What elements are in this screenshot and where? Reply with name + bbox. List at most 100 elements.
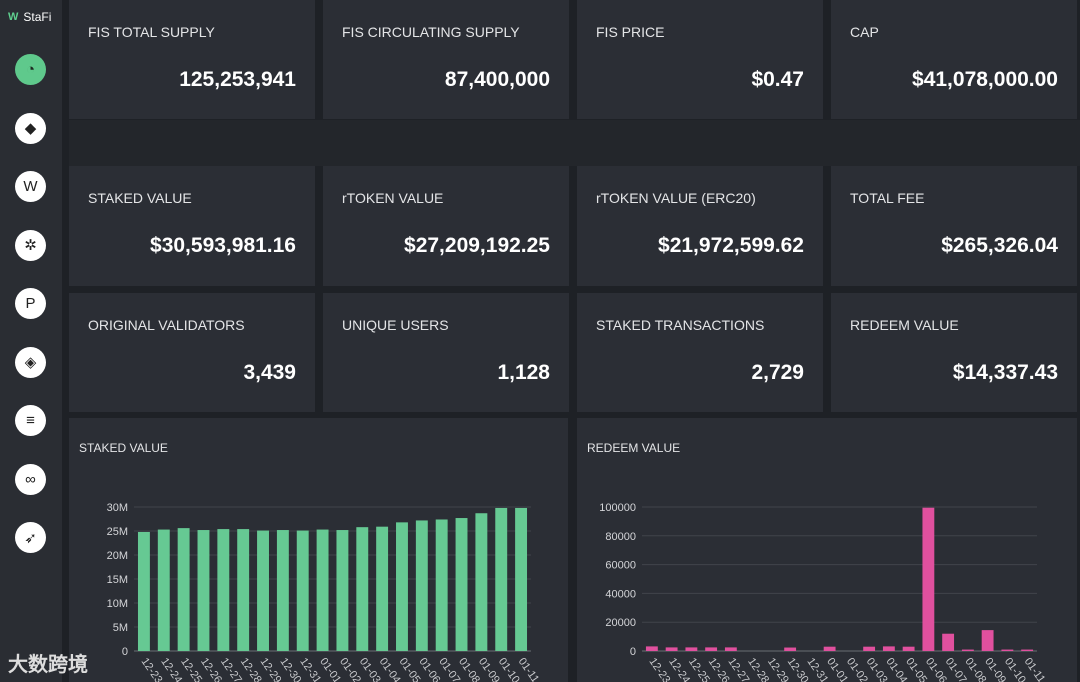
y-tick-label: 25M [107,526,128,538]
stat-card: TOTAL FEE $265,326.04 [831,166,1077,286]
kusama-icon: ➶ [24,529,37,547]
stat-label: FIS PRICE [596,24,665,40]
bar[interactable] [863,646,876,651]
stat-value: $27,209,192.25 [404,234,550,257]
y-tick-label: 15M [107,574,128,586]
bar[interactable] [823,646,836,651]
bar[interactable] [515,507,528,651]
watermark: 大数跨境 [8,654,88,676]
polygon-icon: ∞ [25,470,36,488]
y-tick-label: 20000 [605,617,636,629]
stat-card: STAKED VALUE $30,593,981.16 [69,166,315,286]
bar[interactable] [495,507,508,651]
ethereum-icon: ◆ [24,120,37,137]
bar[interactable] [237,529,250,651]
stat-card: ORIGINAL VALIDATORS 3,439 [69,293,315,412]
stat-value: $14,337.43 [952,361,1058,384]
sidebar-item-polygon[interactable]: ∞ [15,463,46,495]
sidebar-item-polkadot[interactable]: P [15,288,46,319]
sidebar-item-cosmos[interactable]: ✲ [15,229,46,261]
bar[interactable] [645,646,658,651]
stat-label: rTOKEN VALUE (ERC20) [596,190,756,206]
bar[interactable] [257,530,269,651]
bar[interactable] [1021,649,1034,651]
bar[interactable] [137,531,150,651]
stat-card: STAKED TRANSACTIONS 2,729 [577,293,823,412]
bar[interactable] [415,520,428,651]
stat-value: 87,400,000 [444,68,550,91]
bar[interactable] [685,647,698,651]
bar[interactable] [336,530,349,651]
y-tick-label: 10M [107,598,128,610]
bar[interactable] [1001,649,1014,651]
bar[interactable] [435,519,448,651]
bar[interactable] [197,530,210,651]
brand[interactable]: W StaFi [8,10,51,24]
bar[interactable] [475,513,488,651]
stat-card: rTOKEN VALUE (ERC20) $21,972,599.62 [577,166,823,286]
bar[interactable] [961,649,974,651]
bar[interactable] [396,522,408,651]
cosmos-icon: ✲ [24,237,37,254]
y-tick-label: 30M [107,502,128,514]
stafi-icon: W [23,178,38,195]
y-tick-label: 80000 [605,531,636,543]
staked-value-chart: STAKED VALUE 0 5M 10M 15M 20M 25M 30M 12-23 12-2… [69,418,568,682]
stat-label: STAKED TRANSACTIONS [596,317,765,333]
y-tick-label: 60000 [605,560,636,572]
stat-card: rTOKEN VALUE $27,209,192.25 [323,166,569,286]
sidebar-item-kusama[interactable]: ➶ [15,522,46,553]
stat-card: CAP $41,078,000.00 [831,0,1077,119]
section-divider [69,120,1080,166]
bar[interactable] [922,507,935,651]
stat-label: FIS CIRCULATING SUPPLY [342,24,520,40]
sidebar-item-bnb[interactable]: ◈ [15,346,46,378]
bar[interactable] [724,647,737,651]
bar[interactable] [705,647,718,651]
stat-label: rTOKEN VALUE [342,190,444,206]
sidebar-item-ethereum[interactable]: ◆ [15,112,46,144]
stafi-logo-icon: W [8,11,19,23]
stat-card: FIS PRICE $0.47 [577,0,823,119]
stat-label: TOTAL FEE [850,190,925,206]
polkadot-icon: P [25,295,36,312]
bar[interactable] [784,647,797,651]
bnb-icon: ◈ [24,354,37,371]
bar[interactable] [217,529,230,651]
bar[interactable] [902,646,915,651]
y-tick-label: 0 [122,646,128,658]
sidebar-item-solana[interactable]: ≡ [15,405,46,436]
y-tick-label: 5M [113,622,128,634]
bar[interactable] [316,529,329,651]
sidebar-item-stafi[interactable]: W [15,171,46,202]
chart-title: STAKED VALUE [79,441,168,455]
bar[interactable] [942,633,955,651]
bar[interactable] [376,526,389,651]
dashboard-icon: ◔ [25,61,36,78]
bar[interactable] [455,518,468,651]
bar[interactable] [157,529,170,651]
solana-icon: ≡ [26,412,35,429]
y-tick-label: 40000 [605,588,636,600]
sidebar-item-dashboard[interactable]: ◔ [15,54,46,85]
stat-value: $265,326.04 [941,234,1058,257]
sidebar: W StaFi ◔ ◆ W ✲ P ◈ ≡ ∞ ➶ [0,0,62,682]
stat-card: FIS CIRCULATING SUPPLY 87,400,000 [323,0,569,119]
chart-svg: 02000040000600008000010000012-2312-2412-… [599,502,1047,682]
stat-label: FIS TOTAL SUPPLY [88,24,215,40]
bar[interactable] [177,528,190,651]
bar[interactable] [981,630,994,651]
bar[interactable] [356,527,369,651]
stat-value: 1,128 [497,361,550,384]
bar[interactable] [276,530,289,651]
y-tick-label: 100000 [599,502,636,514]
bar[interactable] [882,646,895,651]
chart-title: REDEEM VALUE [587,441,681,455]
stat-label: CAP [850,24,879,40]
stat-value: $0.47 [751,68,804,91]
bar[interactable] [296,530,309,651]
stat-label: REDEEM VALUE [850,317,959,333]
x-tick-label: 12-23 [646,656,672,682]
stat-card: UNIQUE USERS 1,128 [323,293,569,412]
bar[interactable] [665,647,678,651]
